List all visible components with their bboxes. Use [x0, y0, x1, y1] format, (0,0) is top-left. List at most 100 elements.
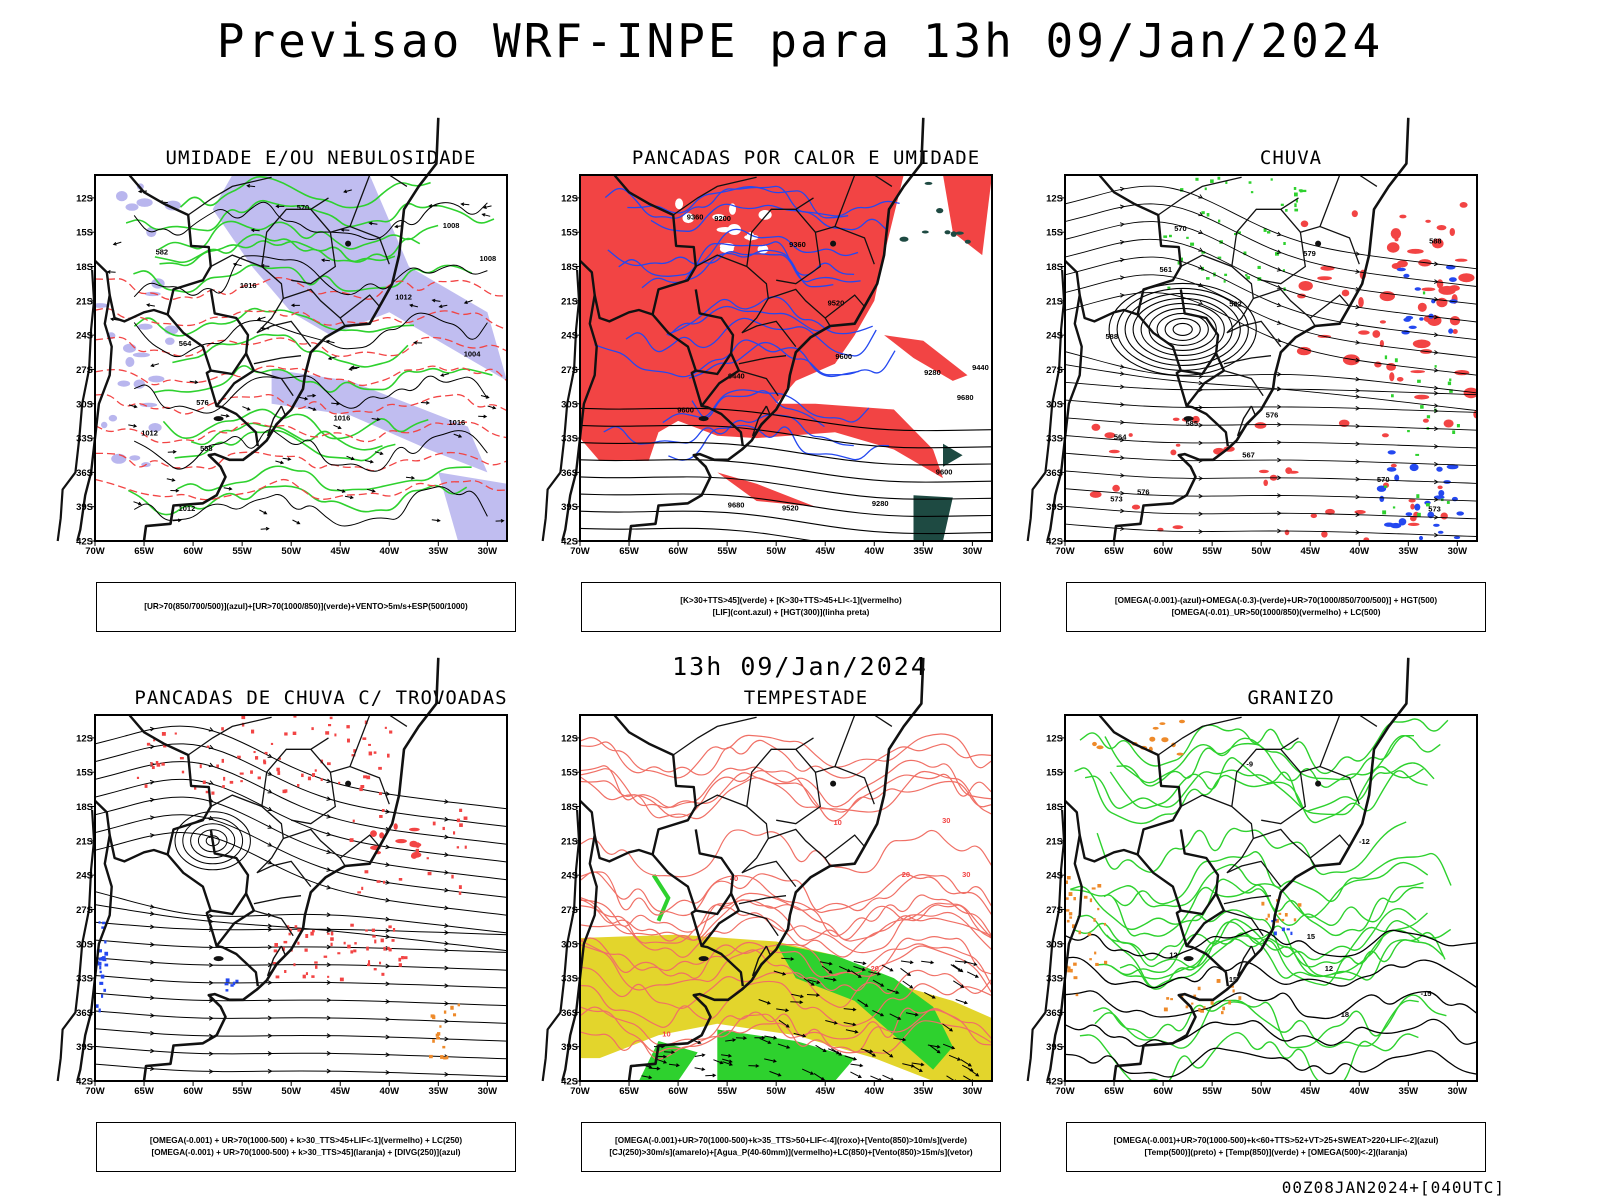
- omega-hail-dot: [1191, 1002, 1194, 1005]
- rain-area: [1391, 263, 1402, 270]
- humidity-low-contour: [133, 307, 415, 337]
- rain-area: [1104, 432, 1116, 439]
- streamline-850: [580, 759, 992, 808]
- lagoon-outline: [266, 945, 287, 977]
- country-border: [215, 892, 259, 987]
- wind-vector: [850, 970, 862, 978]
- convection-dot: [440, 1055, 444, 1059]
- humidity-patch: [125, 203, 139, 211]
- thunderstorm-dot: [199, 764, 202, 769]
- heat-humidity-patch: [924, 181, 933, 185]
- lon-tick-label: 30W: [1448, 546, 1468, 557]
- streamline-arrow: [444, 1036, 450, 1042]
- lon-tick-label: 30W: [1448, 1086, 1468, 1097]
- streamline: [1065, 435, 1477, 449]
- wind-vector: [133, 501, 142, 506]
- humidity-low-contour: [176, 465, 472, 492]
- country-border: [579, 174, 697, 323]
- wind-vector: [882, 1049, 894, 1058]
- wind-vector: [911, 1064, 923, 1072]
- streamline-arrow: [1198, 300, 1204, 305]
- lon-tick-label: 30W: [478, 1086, 498, 1097]
- streamline-arrow: [149, 924, 155, 930]
- temp-850-contour: [1111, 918, 1452, 978]
- country-border: [76, 294, 113, 542]
- contour-label: 18: [1341, 1010, 1349, 1019]
- thunderstorm-dot: [305, 972, 309, 976]
- wind-vector: [843, 1022, 857, 1027]
- wind-vector: [843, 1007, 857, 1012]
- thunderstorm-dot: [181, 770, 185, 774]
- wind-vector: [806, 993, 821, 997]
- wind-vector: [881, 964, 894, 972]
- country-border: [166, 289, 250, 376]
- state-border: [824, 834, 865, 859]
- contour-label: 9360: [687, 212, 704, 221]
- omega-dot: [1206, 213, 1210, 217]
- lat-tick-label: 42S: [76, 537, 93, 548]
- wind-vector: [275, 204, 285, 209]
- map-umidade[interactable]: 1012 1016 1008 1004 1012 1016 576 570 564 558 582 1…: [56, 117, 566, 575]
- state-border: [253, 355, 302, 365]
- thunderstorm-dot: [194, 786, 197, 790]
- lat-tick-label: 42S: [1046, 1077, 1063, 1088]
- thunderstorm-dot: [275, 975, 280, 979]
- clear-patch: [675, 198, 684, 210]
- state-border: [1226, 320, 1282, 347]
- thunderstorm-dot: [388, 925, 392, 929]
- map-pancadas-calor[interactable]: 9680 9680 9600 9600 9520 9440 9360 9280 9200 9600…: [541, 117, 1051, 575]
- thunderstorm-dot: [347, 738, 350, 743]
- lat-tick-label: 21S: [76, 836, 93, 847]
- omega-hail-area: [1179, 719, 1185, 724]
- hail-risk-dot: [1273, 931, 1277, 936]
- streamline-arrow: [150, 995, 155, 1001]
- wind-vector: [128, 404, 138, 409]
- contour-label: 579: [1303, 249, 1316, 258]
- rain-area: [1390, 228, 1402, 240]
- map-granizo[interactable]: -12 -15 -9 12 15 18 12 15 12S 15S 18S 21S 24S 27S 30S 3…: [1026, 657, 1536, 1115]
- state-border: [1226, 860, 1282, 887]
- contour-label: 585: [1186, 419, 1199, 428]
- thunderstorm-dot: [398, 878, 403, 881]
- contour-label: 9600: [936, 468, 953, 477]
- streamline-arrow: [149, 977, 155, 983]
- thunderstorm-area: [411, 851, 422, 858]
- streamline-arrow: [326, 1050, 332, 1056]
- streamline-arrow: [1276, 231, 1282, 237]
- streamline-arrow: [444, 834, 450, 840]
- streamline-arrow: [385, 1070, 391, 1075]
- lat-tick-label: 27S: [76, 365, 93, 376]
- streamline-arrow: [444, 905, 450, 911]
- wind-vector: [924, 991, 936, 999]
- thunderstorm-dot: [274, 943, 278, 947]
- streamline-arrow: [1355, 251, 1361, 257]
- lon-tick-label: 65W: [134, 1086, 154, 1097]
- state-border: [1157, 716, 1242, 756]
- state-border: [738, 895, 787, 905]
- rain-area: [1321, 530, 1328, 538]
- thunderstorm-dot: [376, 880, 381, 883]
- thunderstorm-dot: [330, 942, 333, 947]
- state-border: [256, 320, 312, 347]
- map-trovoadas[interactable]: 12S 15S 18S 21S 24S 27S 30S 33S 36S 39S 42S 70W 65W 6…: [56, 657, 566, 1115]
- streamline-850: [580, 892, 992, 937]
- streamline-arrow: [1119, 239, 1125, 245]
- map-frame: [579, 174, 993, 542]
- country-border: [651, 289, 735, 376]
- omega-dot: [1283, 242, 1286, 246]
- thunderstorm-dot: [278, 757, 281, 760]
- thunderstorm-area: [409, 840, 418, 847]
- omega-hail-dot: [1073, 962, 1077, 966]
- omega-dot: [1237, 231, 1241, 234]
- omega-dot: [1422, 291, 1426, 295]
- divergence-dot: [100, 974, 105, 979]
- lon-tick-label: 50W: [281, 546, 301, 557]
- map-chuva[interactable]: 588 588 585 582 579 576 573 570 567 564 561 576 573 5…: [1026, 117, 1536, 575]
- wind-vector: [440, 373, 450, 377]
- map-tempestade[interactable]: 10 20 30 40 30 20 10 12S 15S 18S 21S 24S 27S 30S 33S 36…: [541, 657, 1051, 1115]
- state-border: [1231, 197, 1299, 267]
- streamline-arrow: [1276, 267, 1282, 272]
- humidity-patch: [117, 380, 131, 387]
- streamline-arrow: [1120, 508, 1125, 514]
- state-border: [210, 254, 284, 334]
